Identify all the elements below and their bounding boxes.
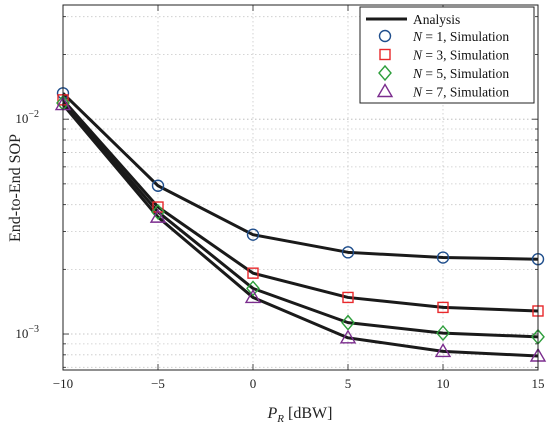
analysis-line-4: [61, 103, 539, 358]
x-tick-label: 5: [345, 376, 352, 391]
x-tick-label: 15: [532, 376, 545, 391]
legend-analysis-label: Analysis: [413, 12, 460, 27]
marker-square: [152, 201, 164, 213]
x-tick-label: 0: [250, 376, 257, 391]
y-tick-label: 10−2: [15, 109, 39, 126]
y-axis-title: End-to-End SOP: [7, 134, 24, 242]
marker-triangle: [149, 208, 167, 223]
y-tick-label: 10−3: [15, 324, 39, 341]
legend-marker-circle: [378, 29, 392, 43]
analysis-lines: [61, 92, 539, 358]
marker-diamond: [246, 280, 260, 297]
marker-circle: [246, 228, 260, 241]
marker-diamond: [436, 325, 450, 342]
analysis-line-3: [61, 101, 539, 339]
legend-label: N = 7, Simulation: [412, 85, 509, 100]
marker-circle: [151, 179, 165, 192]
marker-triangle: [434, 343, 452, 358]
marker-square: [342, 291, 354, 304]
x-tick-label: −10: [53, 376, 73, 391]
marker-square: [437, 301, 449, 314]
x-axis-ticks: −10 −5 0 5 10 15: [53, 5, 545, 391]
x-tick-label: −5: [151, 376, 165, 391]
marker-circle: [436, 251, 450, 264]
legend-marker-triangle: [376, 83, 394, 98]
y-axis-ticks: 10−2 10−3: [15, 109, 39, 341]
marker-triangle: [339, 329, 357, 344]
legend-label: N = 5, Simulation: [412, 66, 509, 81]
marker-diamond: [151, 203, 165, 221]
legend-box: [359, 6, 535, 104]
legend-label: N = 3, Simulation: [412, 48, 509, 63]
grid-lines: [63, 5, 538, 370]
analysis-line-2: [61, 98, 539, 313]
marker-triangle: [244, 289, 262, 304]
x-axis-title: PR [dBW]: [267, 405, 333, 425]
x-tick-label: 10: [437, 376, 450, 391]
legend-marker-diamond: [378, 64, 392, 82]
legend-label: N = 1, Simulation: [412, 29, 509, 44]
marker-circle: [341, 246, 355, 259]
analysis-line-1: [61, 92, 539, 261]
plot-frame: [62, 4, 539, 371]
legend-marker-square: [379, 48, 391, 61]
marker-square: [247, 267, 259, 279]
legend: Analysis N = 1, Simulation N = 3, Simulat…: [359, 6, 535, 104]
